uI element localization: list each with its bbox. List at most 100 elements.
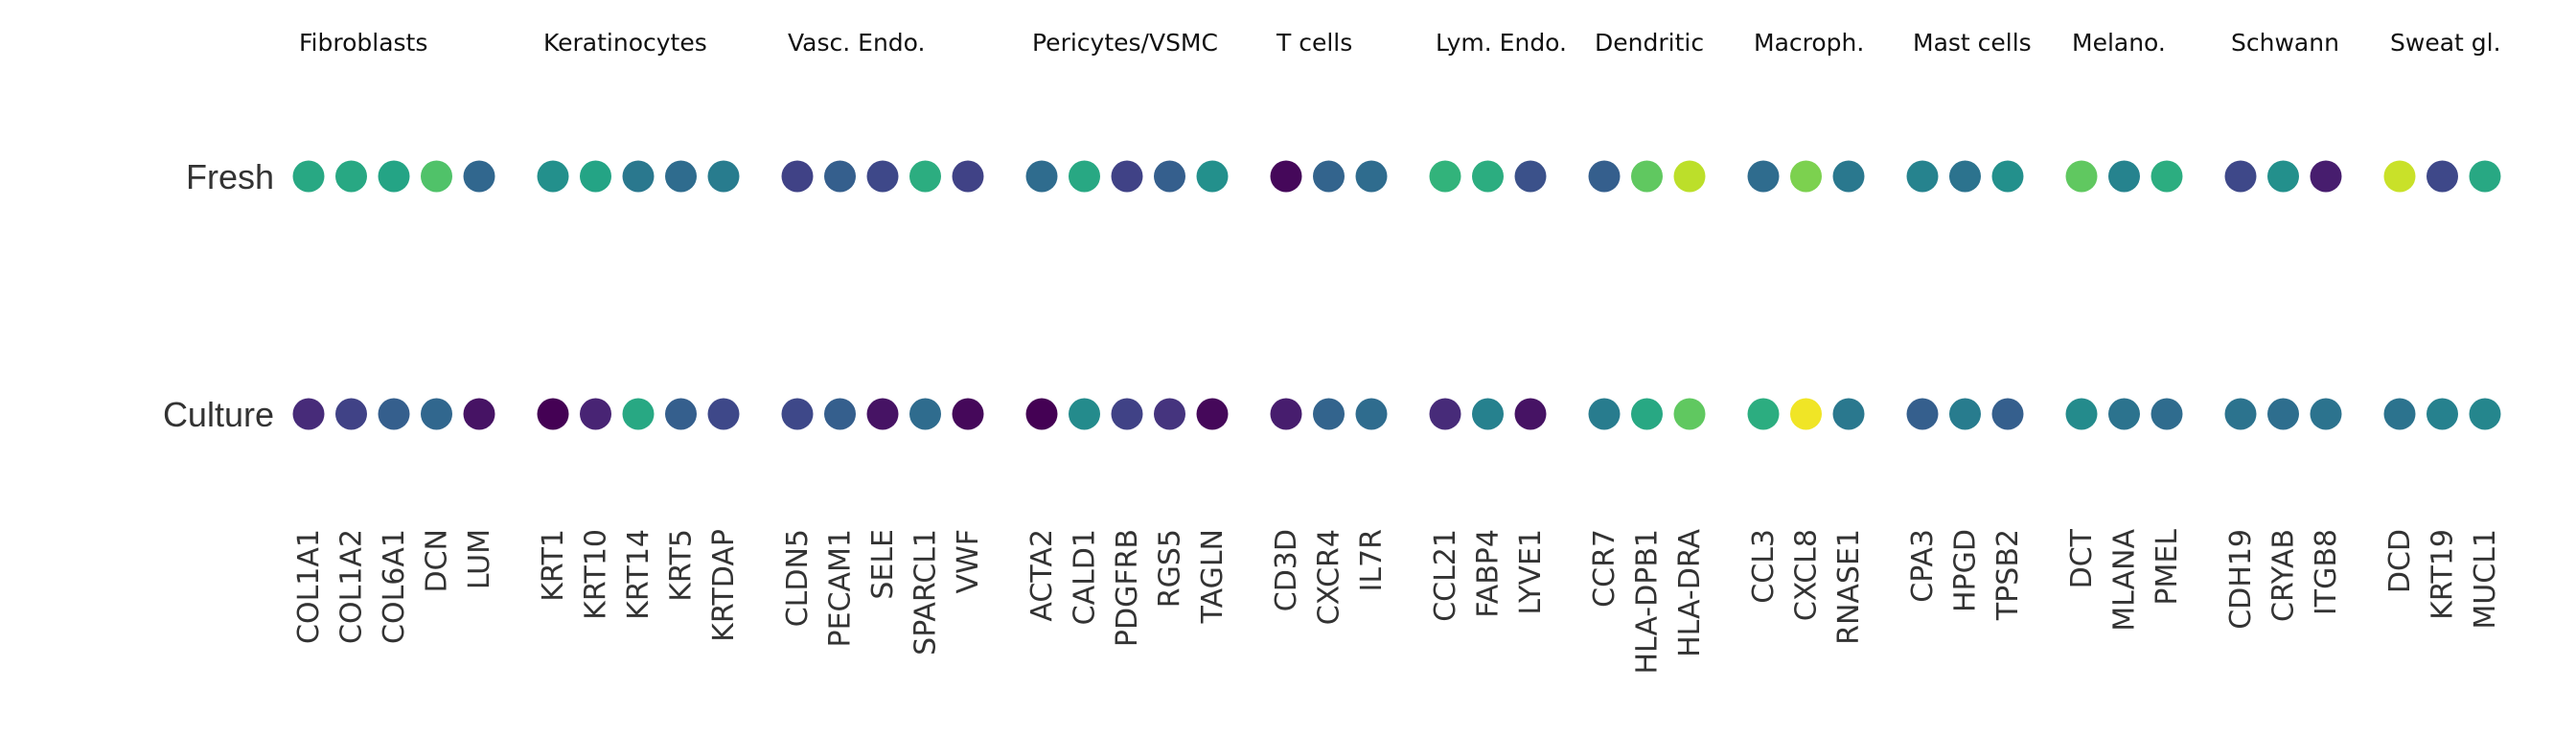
gene-label-fabp4: FABP4	[1472, 529, 1506, 618]
dot-fresh-krt19	[2426, 160, 2458, 193]
gene-label-ccl21: CCL21	[1429, 529, 1462, 622]
dot-culture-cdh19	[2224, 398, 2257, 430]
dot-fresh-cdh19	[2224, 160, 2257, 193]
dot-fresh-krt14	[622, 160, 655, 193]
dot-fresh-hla-dpb1	[1631, 160, 1663, 193]
dot-culture-rgs5	[1154, 398, 1185, 430]
dot-culture-col1a1	[292, 398, 325, 430]
dot-fresh-mucl1	[2469, 160, 2501, 193]
dot-culture-fabp4	[1472, 398, 1504, 430]
dot-fresh-ccr7	[1588, 160, 1621, 193]
dot-fresh-ccl21	[1429, 160, 1461, 193]
gene-label-tagln: TAGLN	[1196, 529, 1230, 624]
dot-fresh-cldn5	[781, 160, 814, 193]
gene-label-col1a1: COL1A1	[292, 529, 326, 644]
gene-label-hla-dra: HLA-DRA	[1673, 529, 1707, 657]
group-label-melano: Melano.	[2072, 29, 2166, 57]
dot-culture-cald1	[1069, 398, 1100, 430]
gene-label-sparcl1: SPARCL1	[909, 529, 943, 656]
gene-label-ccl3: CCL3	[1747, 529, 1781, 604]
gene-label-col6a1: COL6A1	[378, 529, 411, 644]
gene-label-il7r: IL7R	[1355, 529, 1389, 592]
dot-fresh-dcn	[421, 160, 452, 193]
dot-fresh-cpa3	[1906, 160, 1939, 193]
dot-fresh-krt1	[537, 160, 569, 193]
dot-fresh-cd3d	[1270, 160, 1302, 193]
dot-fresh-tagln	[1196, 160, 1229, 193]
gene-label-cdh19: CDH19	[2224, 529, 2258, 630]
dot-fresh-krt5	[665, 160, 697, 193]
dot-fresh-hla-dra	[1673, 160, 1706, 193]
dot-fresh-hpgd	[1949, 160, 1981, 193]
dot-culture-col6a1	[378, 398, 410, 430]
dot-culture-krtdap	[707, 398, 740, 430]
dot-culture-dcd	[2383, 398, 2416, 430]
gene-label-rnase1: RNASE1	[1832, 529, 1866, 645]
dots	[292, 160, 2501, 430]
group-label-macroph: Macroph.	[1754, 29, 1864, 57]
dot-fresh-pecam1	[824, 160, 856, 193]
dot-culture-sparcl1	[909, 398, 941, 430]
group-label-mast-cells: Mast cells	[1913, 29, 2032, 57]
gene-label-cald1: CALD1	[1069, 529, 1102, 625]
dot-culture-cxcr4	[1313, 398, 1345, 430]
gene-label-cpa3: CPA3	[1906, 529, 1940, 603]
dot-fresh-itgb8	[2310, 160, 2342, 193]
group-label-t-cells: T cells	[1276, 29, 1352, 57]
gene-labels: COL1A1 COL1A2 COL6A1 DCN LUM KRT1 KRT10 KRT14 KR…	[292, 528, 2502, 674]
dot-fresh-sparcl1	[909, 160, 941, 193]
dot-culture-krt10	[580, 398, 611, 430]
dot-culture-acta2	[1025, 398, 1058, 430]
group-label-schwann: Schwann	[2231, 29, 2339, 57]
gene-label-krt19: KRT19	[2426, 529, 2460, 620]
gene-label-krt5: KRT5	[665, 529, 699, 602]
dot-culture-krt5	[665, 398, 697, 430]
dot-culture-cpa3	[1906, 398, 1939, 430]
gene-label-krt1: KRT1	[537, 529, 570, 602]
dot-culture-hla-dra	[1673, 398, 1706, 430]
gene-label-lum: LUM	[463, 529, 496, 589]
gene-label-krtdap: KRTDAP	[707, 529, 741, 642]
dot-culture-krt14	[622, 398, 655, 430]
dot-fresh-dct	[2065, 160, 2098, 193]
dot-culture-pdgfrb	[1111, 398, 1143, 430]
dot-culture-ccr7	[1588, 398, 1621, 430]
dot-culture-mucl1	[2469, 398, 2501, 430]
dot-fresh-pdgfrb	[1111, 160, 1143, 193]
dot-fresh-cxcl8	[1790, 160, 1822, 193]
group-label-fibroblasts: Fibroblasts	[299, 29, 427, 57]
gene-label-cxcr4: CXCR4	[1313, 529, 1346, 625]
row-label-fresh: Fresh	[186, 157, 274, 196]
group-labels: Fibroblasts Keratinocytes Vasc. Endo. Peric…	[299, 29, 2501, 57]
gene-label-cd3d: CD3D	[1270, 529, 1303, 611]
row-labels: Fresh Culture	[163, 157, 274, 434]
dot-culture-cxcl8	[1790, 398, 1822, 430]
gene-label-dcd: DCD	[2383, 529, 2417, 593]
dot-culture-dct	[2065, 398, 2098, 430]
dot-fresh-pmel	[2150, 160, 2183, 193]
gene-label-vwf: VWF	[952, 529, 985, 593]
dot-fresh-rgs5	[1154, 160, 1185, 193]
dot-culture-vwf	[952, 398, 984, 430]
dot-fresh-col6a1	[378, 160, 410, 193]
group-label-pericytes-vsmc: Pericytes/VSMC	[1032, 29, 1218, 57]
dot-fresh-sele	[866, 160, 899, 193]
dot-culture-rnase1	[1832, 398, 1865, 430]
gene-label-acta2: ACTA2	[1025, 529, 1059, 622]
group-label-sweat-gl: Sweat gl.	[2390, 29, 2501, 57]
dot-culture-pecam1	[824, 398, 856, 430]
dot-culture-cd3d	[1270, 398, 1302, 430]
gene-label-col1a2: COL1A2	[335, 529, 369, 644]
gene-label-cryab: CRYAB	[2267, 529, 2301, 622]
dot-culture-mlana	[2108, 398, 2140, 430]
dot-fresh-fabp4	[1472, 160, 1504, 193]
dot-culture-krt1	[537, 398, 569, 430]
gene-label-rgs5: RGS5	[1154, 529, 1187, 608]
gene-label-ccr7: CCR7	[1588, 529, 1622, 608]
dot-culture-tagln	[1196, 398, 1229, 430]
dot-fresh-cald1	[1069, 160, 1100, 193]
gene-label-cldn5: CLDN5	[781, 529, 815, 627]
dot-fresh-lum	[463, 160, 495, 193]
dot-culture-krt19	[2426, 398, 2458, 430]
gene-label-mlana: MLANA	[2108, 529, 2142, 632]
